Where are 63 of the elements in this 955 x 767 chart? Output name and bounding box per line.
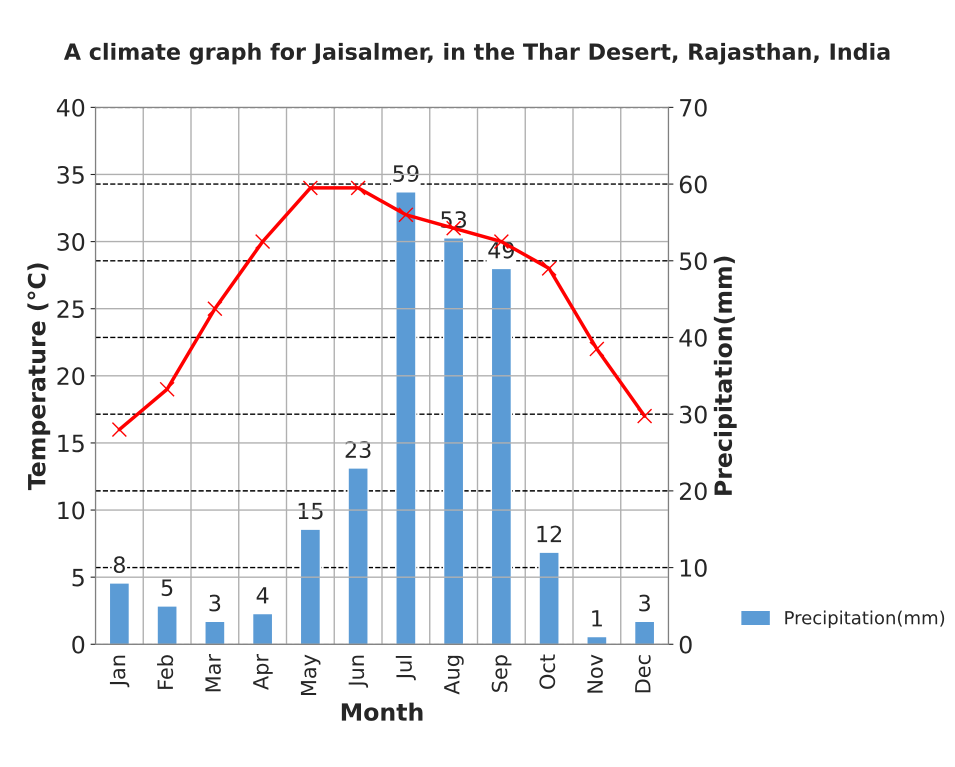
bar	[347, 467, 369, 644]
bar	[442, 237, 464, 644]
data-label: 8	[114, 556, 125, 574]
x-tick-label: Mar	[205, 654, 221, 692]
x-tick-label: Aug	[444, 656, 464, 695]
x-axis-title: Month	[342, 702, 422, 721]
x-tick-label: Jul	[396, 656, 416, 680]
y-axis-title: Temperature (°C)	[27, 263, 50, 490]
point	[636, 408, 652, 424]
x-tick-label: Oct	[539, 654, 556, 689]
bar	[108, 582, 130, 644]
bar	[300, 528, 322, 644]
data-label: 5	[162, 580, 172, 596]
y-tick-label: 10	[58, 502, 84, 520]
y-tick-label: 40	[56, 98, 84, 117]
data-label: 1	[592, 610, 602, 626]
data-label: 3	[639, 594, 650, 612]
x-tick-label: May	[300, 654, 320, 696]
y2-tick-label: 50	[680, 252, 707, 270]
bar	[586, 636, 608, 644]
data-label: 12	[537, 526, 562, 542]
bar	[395, 191, 417, 644]
y2-tick-label: 60	[680, 176, 707, 194]
point	[112, 422, 128, 438]
x-tick-label: Jan	[110, 656, 130, 688]
bar	[634, 620, 656, 644]
data-label: 3	[210, 594, 220, 612]
x-tick-label: Dec	[635, 655, 651, 692]
bar	[538, 552, 560, 644]
point	[254, 234, 270, 250]
bar	[204, 620, 226, 644]
y-tick-label: 30	[58, 233, 84, 251]
y-tick-label: 25	[57, 300, 84, 318]
point	[302, 180, 318, 196]
bar	[252, 612, 274, 644]
y-tick-label: 15	[58, 434, 84, 452]
y-tick-label: 20	[57, 367, 84, 386]
x-tick-label: Apr	[253, 654, 273, 690]
y-tick-label: 35	[58, 166, 84, 184]
y-tick-label: 5	[72, 568, 84, 586]
y2-tick-label: 10	[680, 559, 707, 577]
chart-title: A climate graph for Jaisalmer, in the Thar Desert, Rajasthan, India	[64, 42, 890, 65]
y-tick-label: 0	[72, 636, 84, 654]
x-tick-label: Sep	[492, 655, 512, 692]
point	[541, 260, 557, 276]
bar	[156, 605, 178, 644]
point	[398, 207, 414, 222]
bar	[490, 268, 512, 644]
x-tick-label: Jun	[348, 656, 368, 688]
y2-tick-label: 40	[679, 328, 707, 347]
y2-tick-label: 20	[680, 482, 707, 500]
y2-axis-title: Precipitation(mm)	[714, 256, 737, 495]
point	[350, 180, 366, 196]
point	[207, 301, 223, 316]
y2-tick-label: 70	[680, 98, 707, 117]
point	[159, 382, 175, 397]
x-tick-label: Nov	[587, 654, 603, 693]
legend-label: Precipitation(mm)	[785, 610, 944, 628]
x-tick-label: Feb	[157, 655, 174, 689]
data-label: 4	[256, 587, 268, 604]
y2-tick-label: 30	[680, 406, 707, 424]
point	[589, 341, 605, 357]
y2-tick-label: 0	[680, 636, 692, 654]
